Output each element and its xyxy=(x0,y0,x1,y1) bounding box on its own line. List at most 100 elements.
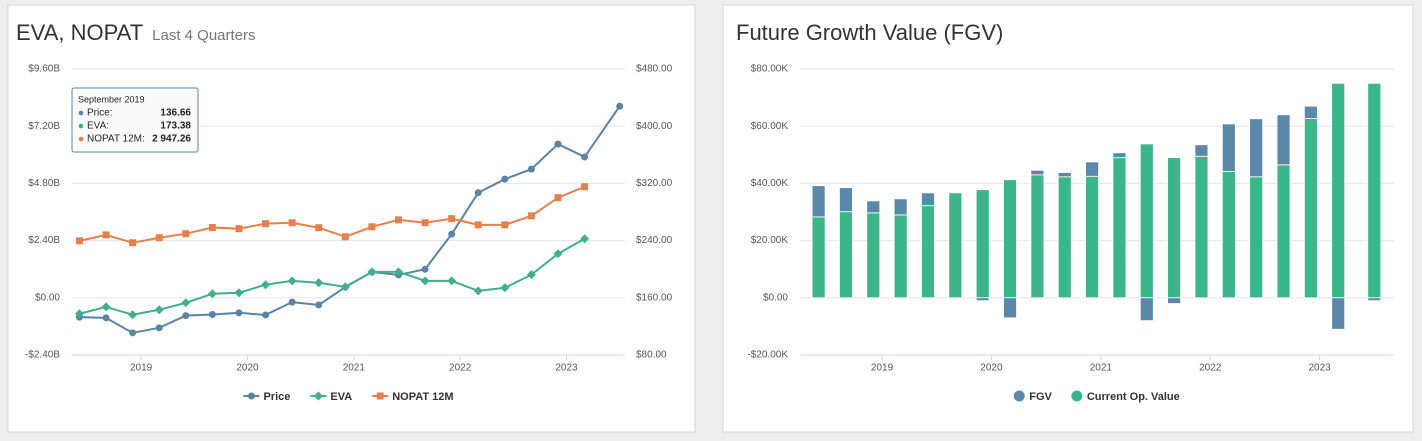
y-tick-label: $20.00K xyxy=(751,235,789,246)
point xyxy=(448,230,456,238)
legend-label: NOPAT 12M xyxy=(392,391,453,403)
point xyxy=(420,276,430,286)
bar xyxy=(1085,161,1099,177)
bar xyxy=(921,192,935,207)
bar xyxy=(1194,155,1209,299)
tooltip-value: 173.38 xyxy=(160,121,191,132)
y-tick-label: $7.20B xyxy=(28,121,60,132)
point xyxy=(262,220,270,228)
bar xyxy=(839,187,853,213)
bar xyxy=(921,205,935,299)
chart-subtitle: Last 4 Quarters xyxy=(152,27,255,44)
bar xyxy=(1276,164,1291,299)
point xyxy=(234,288,244,298)
x-tick-label: 2023 xyxy=(1308,363,1331,374)
y-tick-label: -$20.00K xyxy=(747,350,788,361)
bar xyxy=(1057,172,1072,178)
bar xyxy=(866,200,881,214)
legend-marker xyxy=(247,392,255,400)
x-tick-label: 2019 xyxy=(871,363,894,374)
point xyxy=(527,165,535,173)
bar xyxy=(1030,169,1045,176)
y-tick-label: $0.00 xyxy=(35,292,60,303)
point xyxy=(474,189,482,197)
bar xyxy=(1221,170,1236,299)
y2-tick-label: $240.00 xyxy=(636,235,673,246)
point xyxy=(580,234,590,244)
bar xyxy=(948,192,963,299)
bar xyxy=(1331,297,1346,330)
point xyxy=(581,153,589,161)
legend-marker xyxy=(1013,390,1025,402)
point xyxy=(182,230,190,238)
legend-label: Current Op. Value xyxy=(1087,391,1180,403)
point xyxy=(74,309,84,319)
point xyxy=(208,223,216,231)
point xyxy=(261,280,271,290)
point xyxy=(182,312,190,320)
x-tick-label: 2019 xyxy=(130,363,153,374)
point xyxy=(553,249,563,259)
point xyxy=(421,219,429,227)
point xyxy=(155,324,163,332)
point xyxy=(501,221,509,229)
tooltip-title: September 2019 xyxy=(78,94,145,104)
point xyxy=(75,237,83,245)
point xyxy=(616,102,624,110)
chart-title: EVA, NOPAT xyxy=(16,20,143,45)
tooltip-dot xyxy=(78,110,84,116)
y2-tick-label: $400.00 xyxy=(636,121,673,132)
x-tick-label: 2022 xyxy=(449,363,472,374)
bar xyxy=(811,216,826,299)
bar xyxy=(1167,157,1182,299)
point xyxy=(474,221,482,229)
y-tick-label: $9.60B xyxy=(28,64,60,75)
x-tick-label: 2021 xyxy=(343,363,366,374)
point xyxy=(288,298,296,306)
y2-tick-label: $480.00 xyxy=(636,64,673,75)
point xyxy=(129,239,137,247)
bar xyxy=(1167,297,1182,304)
x-tick-label: 2022 xyxy=(1199,363,1222,374)
point xyxy=(340,282,350,292)
legend-label: EVA xyxy=(330,391,352,403)
point xyxy=(314,278,324,288)
y2-tick-label: $320.00 xyxy=(636,178,673,189)
bar xyxy=(1331,82,1346,299)
bar xyxy=(1194,144,1209,157)
x-tick-label: 2020 xyxy=(236,363,259,374)
bar xyxy=(866,212,881,299)
bar xyxy=(975,297,990,302)
point xyxy=(500,283,510,293)
y-tick-label: $40.00K xyxy=(751,178,789,189)
point xyxy=(129,329,137,337)
bar xyxy=(975,189,990,299)
point xyxy=(235,225,243,233)
bar xyxy=(1057,176,1072,299)
point xyxy=(501,175,509,183)
bar xyxy=(1303,118,1318,299)
point xyxy=(287,276,297,286)
point xyxy=(447,276,457,286)
bar xyxy=(1112,152,1127,159)
point xyxy=(208,310,216,318)
panel xyxy=(7,4,696,433)
point xyxy=(581,183,589,191)
bar xyxy=(1139,143,1154,299)
bar xyxy=(1139,297,1154,322)
point xyxy=(473,286,483,296)
x-tick-label: 2020 xyxy=(980,363,1003,374)
point xyxy=(367,267,377,277)
point xyxy=(368,223,376,231)
point xyxy=(526,270,536,280)
bar xyxy=(893,214,908,299)
series-line xyxy=(79,185,585,244)
tooltip-value: 136.66 xyxy=(160,108,191,119)
point xyxy=(554,140,562,148)
tooltip-box xyxy=(71,87,199,153)
point xyxy=(128,310,138,320)
point xyxy=(394,216,402,224)
y-tick-label: $4.80B xyxy=(28,178,60,189)
bar xyxy=(1367,297,1382,302)
bar xyxy=(893,198,908,216)
